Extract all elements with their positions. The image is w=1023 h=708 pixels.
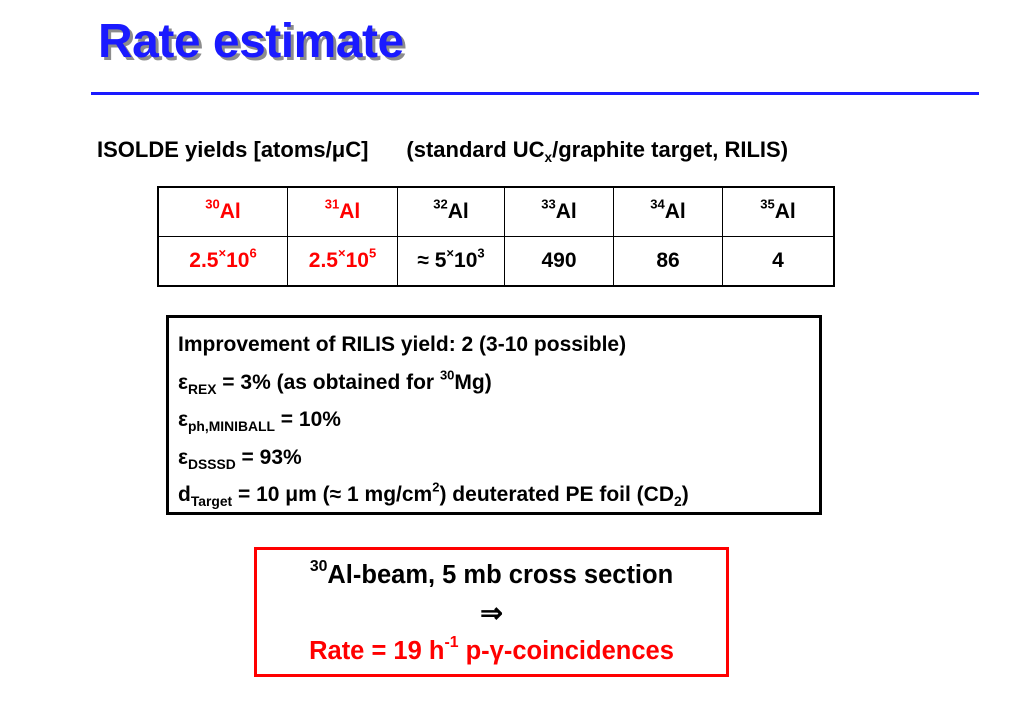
miniball-value: = 10% bbox=[274, 408, 341, 431]
isotope-mass: 35 bbox=[760, 196, 775, 212]
target-text: 1 mg/cm bbox=[341, 483, 433, 506]
implies-arrow-icon: ⇒ bbox=[480, 598, 503, 628]
caption-text-d: /graphite target, RILIS) bbox=[552, 137, 789, 162]
target-subscript: Target bbox=[190, 492, 233, 509]
dsssd-efficiency-line: εDSSSD = 93% bbox=[178, 439, 819, 477]
yield-cell: 4 bbox=[722, 236, 835, 287]
caption-text-b: C] bbox=[345, 137, 369, 162]
beam-text: Al-beam, 5 mb cross section bbox=[327, 561, 674, 589]
gamma-symbol: γ bbox=[489, 637, 504, 665]
slide-title: Rate estimate bbox=[98, 15, 404, 68]
mu-symbol: μ bbox=[285, 483, 299, 506]
caption-mu: μ bbox=[331, 137, 346, 162]
yield-cell: 2.5×106 bbox=[157, 236, 288, 287]
mg-symbol: Mg) bbox=[454, 370, 492, 394]
epsilon-symbol: ε bbox=[178, 370, 188, 394]
dsssd-subscript: DSSSD bbox=[187, 455, 236, 472]
yield-exponent: 6 bbox=[249, 245, 257, 261]
isotope-symbol: Al bbox=[447, 200, 469, 223]
target-text: m ( bbox=[298, 483, 330, 506]
rate-line: Rate = 19 h-1 p-γ-coincidences bbox=[257, 632, 726, 670]
rex-subscript: REX bbox=[187, 380, 217, 397]
target-text: ) bbox=[681, 483, 689, 506]
times-sign: × bbox=[218, 245, 227, 261]
rate-text: p- bbox=[458, 637, 490, 665]
table-header-row: 30Al 31Al 32Al 33Al 34Al 35Al bbox=[157, 186, 835, 237]
yield-exponent: 3 bbox=[477, 245, 485, 261]
yield-mantissa: 2.5 bbox=[308, 249, 338, 272]
caption-sub-x: x bbox=[544, 149, 553, 165]
al-mass: 30 bbox=[309, 558, 328, 576]
yield-cell: 2.5×105 bbox=[287, 236, 398, 287]
rate-text: Rate = 19 h bbox=[309, 637, 445, 665]
target-text: = 10 bbox=[232, 483, 286, 506]
target-text: ) deuterated PE foil (CD bbox=[439, 483, 675, 506]
miniball-subscript: ph,MINIBALL bbox=[187, 417, 275, 434]
isotope-header: 35Al bbox=[722, 186, 835, 237]
yield-base: 10 bbox=[345, 249, 369, 272]
yield-mantissa: 5 bbox=[434, 249, 447, 272]
isotope-mass: 31 bbox=[324, 196, 340, 212]
rex-efficiency-line: εREX = 3% (as obtained for 30Mg) bbox=[178, 364, 819, 402]
result-box: 30Al-beam, 5 mb cross section ⇒ Rate = 1… bbox=[254, 547, 729, 677]
rate-text: -coincidences bbox=[503, 637, 674, 665]
isotope-symbol: Al bbox=[555, 200, 577, 223]
yield-table: 30Al 31Al 32Al 33Al 34Al 35Al 2.5×106 2.… bbox=[157, 186, 835, 287]
times-sign: × bbox=[446, 245, 455, 261]
yield-exponent: 5 bbox=[368, 245, 377, 261]
isotope-mass: 30 bbox=[205, 196, 220, 212]
title-divider bbox=[91, 92, 979, 95]
rex-value: = 3% (as obtained for bbox=[216, 370, 440, 394]
isotope-symbol: Al bbox=[664, 200, 686, 223]
miniball-efficiency-line: εph,MINIBALL = 10% bbox=[178, 401, 819, 439]
dsssd-value: = 93% bbox=[235, 445, 302, 469]
yields-caption: ISOLDE yields [atoms/μC] (standard UCx/gr… bbox=[97, 137, 789, 165]
isotope-mass: 32 bbox=[433, 196, 448, 212]
isotope-header: 33Al bbox=[504, 186, 614, 237]
yield-cell: ≈ 5×103 bbox=[397, 236, 505, 287]
table-row: 2.5×106 2.5×105 ≈ 5×103 490 86 4 bbox=[157, 236, 835, 287]
isotope-symbol: Al bbox=[339, 200, 361, 223]
epsilon-symbol: ε bbox=[178, 408, 188, 431]
rate-exponent: -1 bbox=[444, 634, 459, 652]
approx-sign: ≈ bbox=[417, 249, 429, 272]
isotope-header: 32Al bbox=[397, 186, 505, 237]
d-symbol: d bbox=[178, 483, 191, 506]
isotope-header: 31Al bbox=[287, 186, 398, 237]
isotope-mass: 33 bbox=[541, 196, 556, 212]
yield-cell: 490 bbox=[504, 236, 614, 287]
approx-sign: ≈ bbox=[329, 483, 342, 506]
rilis-improvement-line: Improvement of RILIS yield: 2 (3-10 poss… bbox=[178, 333, 627, 356]
yield-mantissa: 2.5 bbox=[189, 249, 219, 272]
isotope-symbol: Al bbox=[219, 200, 241, 223]
beam-line: 30Al-beam, 5 mb cross section bbox=[257, 556, 726, 594]
mg-mass: 30 bbox=[439, 366, 455, 382]
caption-text-a: ISOLDE yields [atoms/ bbox=[97, 137, 332, 162]
parameters-box: Improvement of RILIS yield: 2 (3-10 poss… bbox=[166, 315, 822, 515]
isotope-header: 34Al bbox=[613, 186, 723, 237]
isotope-mass: 34 bbox=[650, 196, 665, 212]
yield-base: 10 bbox=[454, 249, 478, 272]
isotope-symbol: Al bbox=[774, 200, 796, 223]
times-sign: × bbox=[337, 245, 346, 261]
yield-cell: 86 bbox=[613, 236, 723, 287]
yield-base: 10 bbox=[226, 249, 250, 272]
target-thickness-line: dTarget = 10 μm (≈ 1 mg/cm2) deuterated … bbox=[178, 476, 819, 514]
cd-subscript: 2 bbox=[674, 492, 682, 509]
caption-text-c: (standard UC bbox=[406, 137, 545, 162]
cm-exponent: 2 bbox=[432, 479, 440, 495]
isotope-header: 30Al bbox=[157, 186, 288, 237]
epsilon-symbol: ε bbox=[178, 445, 188, 469]
